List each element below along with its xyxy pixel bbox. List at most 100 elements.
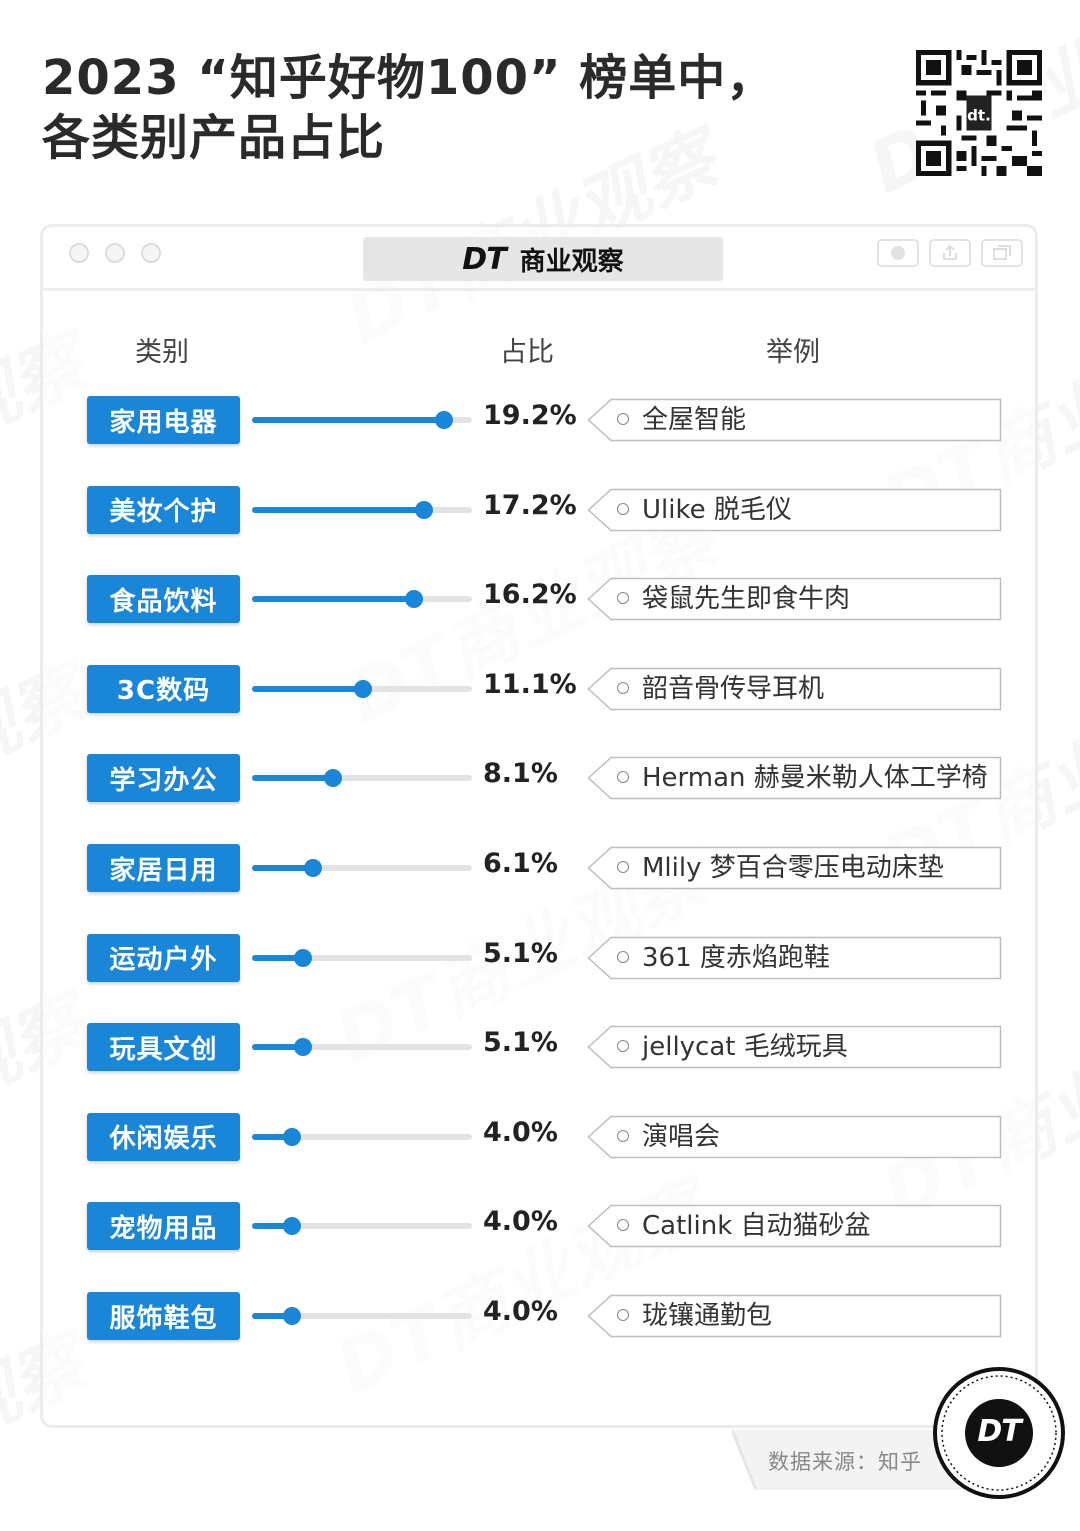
bar-end-dot xyxy=(283,1307,301,1325)
example-callout: 361 度赤焰跑鞋 xyxy=(587,936,1002,980)
category-label: 家居日用 xyxy=(87,844,240,892)
value-label: 4.0% xyxy=(483,1296,558,1327)
window-icon[interactable] xyxy=(981,239,1023,267)
value-label: 8.1% xyxy=(483,758,558,790)
bullet-circle-icon xyxy=(617,413,629,425)
title-line-2: 各类别产品占比 xyxy=(42,110,386,166)
table-row: 美妆个护 17.2% Ulike 脱毛仪 xyxy=(0,485,1080,536)
page-title: 2023 “知乎好物100” 榜单中， 各类别产品占比 xyxy=(42,48,775,168)
bar-fill xyxy=(252,865,313,871)
dt-mark: DT xyxy=(462,241,506,277)
category-label: 运动户外 xyxy=(87,933,240,982)
header-category: 类别 xyxy=(135,337,189,368)
bar-end-dot xyxy=(435,411,453,429)
record-icon[interactable] xyxy=(877,239,919,267)
bar-fill xyxy=(252,1133,292,1140)
bullet-circle-icon xyxy=(617,950,629,963)
bar-track xyxy=(252,948,472,967)
category-label: 食品饮料 xyxy=(87,575,240,624)
bar-track xyxy=(252,769,472,788)
title-line-1: 2023 “知乎好物100” 榜单中， xyxy=(42,50,776,106)
bar-fill xyxy=(252,1313,292,1319)
bar-end-dot xyxy=(294,1038,312,1057)
maximize-dot-icon[interactable] xyxy=(141,243,161,263)
bar-track xyxy=(252,590,472,609)
bar-fill xyxy=(252,417,444,423)
table-row: 家居日用 6.1% Mlily 梦百合零压电动床垫 xyxy=(0,844,1080,894)
svg-text:dt.: dt. xyxy=(967,107,991,125)
bullet-circle-icon xyxy=(617,502,629,515)
bar-end-dot xyxy=(405,590,423,609)
category-label: 美妆个护 xyxy=(87,485,240,534)
table-row: 家用电器 19.2% 全屋智能 xyxy=(0,396,1080,446)
bar-track xyxy=(252,859,472,877)
example-callout: Herman 赫曼米勒人体工学椅 xyxy=(587,756,1002,800)
bar-track xyxy=(252,1038,472,1057)
window-titlebar: DT 商业观察 xyxy=(43,227,1035,291)
value-label: 4.0% xyxy=(483,1116,558,1148)
close-dot-icon[interactable] xyxy=(69,243,89,263)
table-row: 3C数码 11.1% 韶音骨传导耳机 xyxy=(0,664,1080,715)
bar-fill xyxy=(252,1223,292,1230)
bar-fill xyxy=(252,1044,303,1051)
bar-end-dot xyxy=(294,948,312,967)
bar-track xyxy=(252,679,472,698)
example-callout: jellycat 毛绒玩具 xyxy=(587,1025,1002,1069)
window-title: DT 商业观察 xyxy=(363,237,723,281)
window-title-text: 商业观察 xyxy=(519,246,624,277)
category-label: 休闲娱乐 xyxy=(87,1112,240,1161)
value-label: 5.1% xyxy=(483,1027,558,1059)
bar-end-dot xyxy=(324,769,342,788)
category-label: 玩具文创 xyxy=(87,1023,240,1072)
bar-fill xyxy=(252,596,414,603)
bar-fill xyxy=(252,954,303,961)
bar-fill xyxy=(252,685,363,692)
bar-end-dot xyxy=(415,500,433,519)
bar-fill xyxy=(252,506,424,513)
example-text: Mlily 梦百合零压电动床垫 xyxy=(642,853,944,883)
bullet-circle-icon xyxy=(617,771,629,784)
example-callout: 演唱会 xyxy=(587,1115,1002,1159)
bar-track xyxy=(252,1307,472,1325)
example-text: jellycat 毛绒玩具 xyxy=(642,1032,848,1063)
bar-end-dot xyxy=(283,1217,301,1236)
minimize-dot-icon[interactable] xyxy=(105,243,125,263)
category-label: 宠物用品 xyxy=(87,1202,240,1251)
table-row: 休闲娱乐 4.0% 演唱会 xyxy=(0,1112,1080,1163)
header-share: 占比 xyxy=(500,337,554,368)
value-label: 19.2% xyxy=(483,400,577,431)
example-text: 全屋智能 xyxy=(642,405,747,435)
example-callout: 袋鼠先生即食牛肉 xyxy=(587,577,1002,621)
value-label: 11.1% xyxy=(483,668,577,700)
table-row: 学习办公 8.1% Herman 赫曼米勒人体工学椅 xyxy=(0,754,1080,804)
bar-end-dot xyxy=(283,1127,301,1146)
bar-fill xyxy=(252,775,333,782)
value-label: 6.1% xyxy=(483,848,558,879)
example-callout: Ulike 脱毛仪 xyxy=(587,488,1002,532)
category-label: 学习办公 xyxy=(87,754,240,803)
example-callout: 全屋智能 xyxy=(587,398,1002,442)
value-label: 16.2% xyxy=(483,579,577,611)
bar-track xyxy=(252,411,472,429)
example-text: 演唱会 xyxy=(642,1121,721,1152)
table-row: 运动户外 5.1% 361 度赤焰跑鞋 xyxy=(0,933,1080,984)
qr-code-icon: dt. xyxy=(916,50,1042,176)
dt-logo-text: DT xyxy=(977,1414,1021,1449)
bullet-circle-icon xyxy=(617,681,629,694)
bar-track xyxy=(252,500,472,519)
example-text: Ulike 脱毛仪 xyxy=(642,494,792,525)
bullet-circle-icon xyxy=(617,1040,629,1053)
example-text: 361 度赤焰跑鞋 xyxy=(642,942,830,973)
value-label: 5.1% xyxy=(483,937,558,969)
category-label: 3C数码 xyxy=(87,664,240,713)
example-text: 珑镶通勤包 xyxy=(642,1301,773,1331)
value-label: 17.2% xyxy=(483,489,577,521)
example-callout: Catlink 自动猫砂盆 xyxy=(587,1204,1002,1248)
table-row: 食品饮料 16.2% 袋鼠先生即食牛肉 xyxy=(0,575,1080,625)
example-callout: 韶音骨传导耳机 xyxy=(587,667,1002,711)
source-note: 数据来源：知乎 xyxy=(768,1450,922,1474)
value-label: 4.0% xyxy=(483,1206,558,1238)
dt-logo-icon xyxy=(933,1367,1065,1499)
example-text: 袋鼠先生即食牛肉 xyxy=(642,584,851,615)
share-icon[interactable] xyxy=(929,239,971,267)
